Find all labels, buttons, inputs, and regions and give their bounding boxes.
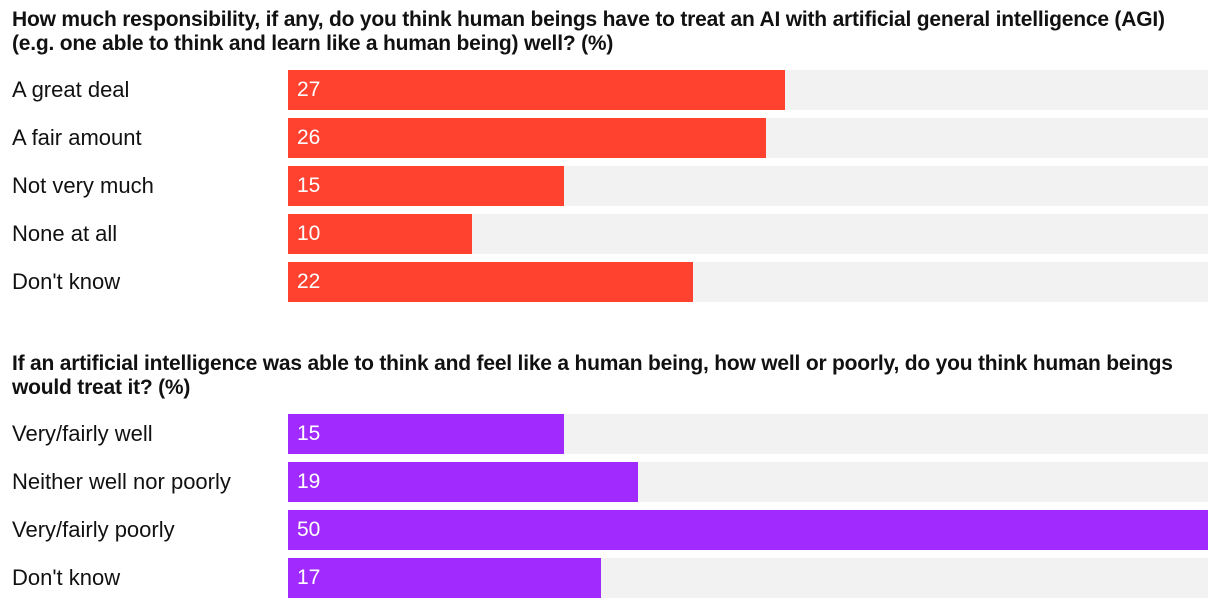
- bar: 15: [288, 414, 564, 454]
- bar-row: Don't know 17: [12, 558, 1208, 598]
- chart-treatment: If an artificial intelligence was able t…: [12, 352, 1208, 606]
- category-label: Neither well nor poorly: [12, 469, 231, 494]
- bar-row: None at all 10: [12, 214, 1208, 254]
- bar-track: 50: [288, 510, 1208, 550]
- bar: 27: [288, 70, 785, 110]
- bar-row: Don't know 22: [12, 262, 1208, 302]
- category-label: A fair amount: [12, 125, 142, 150]
- category-label: Very/fairly poorly: [12, 517, 175, 542]
- bar-value-label: 22: [297, 270, 321, 293]
- bar-track: 27: [288, 70, 1208, 110]
- bar-rows: Very/fairly well 15 Neither well nor poorl…: [12, 414, 1208, 598]
- chart-title: If an artificial intelligence was able t…: [12, 352, 1173, 399]
- bar-track: 15: [288, 414, 1208, 454]
- bar-rows: A great deal 27 A fair amount 26 Not very mu…: [12, 70, 1208, 302]
- category-label: Very/fairly well: [12, 421, 153, 446]
- bar: 17: [288, 558, 601, 598]
- bar-track: 26: [288, 118, 1208, 158]
- category-label: Not very much: [12, 173, 154, 198]
- bar-value-label: 10: [297, 222, 321, 245]
- bar: 10: [288, 214, 472, 254]
- category-label: Don't know: [12, 269, 121, 294]
- bar: 26: [288, 118, 766, 158]
- bar-row: A great deal 27: [12, 70, 1208, 110]
- bar: 50: [288, 510, 1208, 550]
- bar-row: Very/fairly well 15: [12, 414, 1208, 454]
- bar: 22: [288, 262, 693, 302]
- category-label: A great deal: [12, 77, 130, 102]
- bar-value-label: 15: [297, 422, 321, 445]
- bar-value-label: 50: [297, 518, 321, 541]
- bar-value-label: 17: [297, 566, 321, 589]
- bar-row: Not very much 15: [12, 166, 1208, 206]
- chart-title: How much responsibility, if any, do you …: [12, 8, 1165, 55]
- bar-value-label: 19: [297, 470, 321, 493]
- bar-row: A fair amount 26: [12, 118, 1208, 158]
- bar-row: Very/fairly poorly 50: [12, 510, 1208, 550]
- bar-row: Neither well nor poorly 19: [12, 462, 1208, 502]
- category-label: None at all: [12, 221, 118, 246]
- chart-responsibility: How much responsibility, if any, do you …: [12, 8, 1208, 310]
- bar-value-label: 26: [297, 126, 321, 149]
- bar: 19: [288, 462, 638, 502]
- bar-value-label: 27: [297, 78, 321, 101]
- bar-track: 10: [288, 214, 1208, 254]
- bar-track: 17: [288, 558, 1208, 598]
- bar-track: 19: [288, 462, 1208, 502]
- bar-value-label: 15: [297, 174, 321, 197]
- category-label: Don't know: [12, 565, 121, 590]
- bar-track: 15: [288, 166, 1208, 206]
- bar: 15: [288, 166, 564, 206]
- bar-track: 22: [288, 262, 1208, 302]
